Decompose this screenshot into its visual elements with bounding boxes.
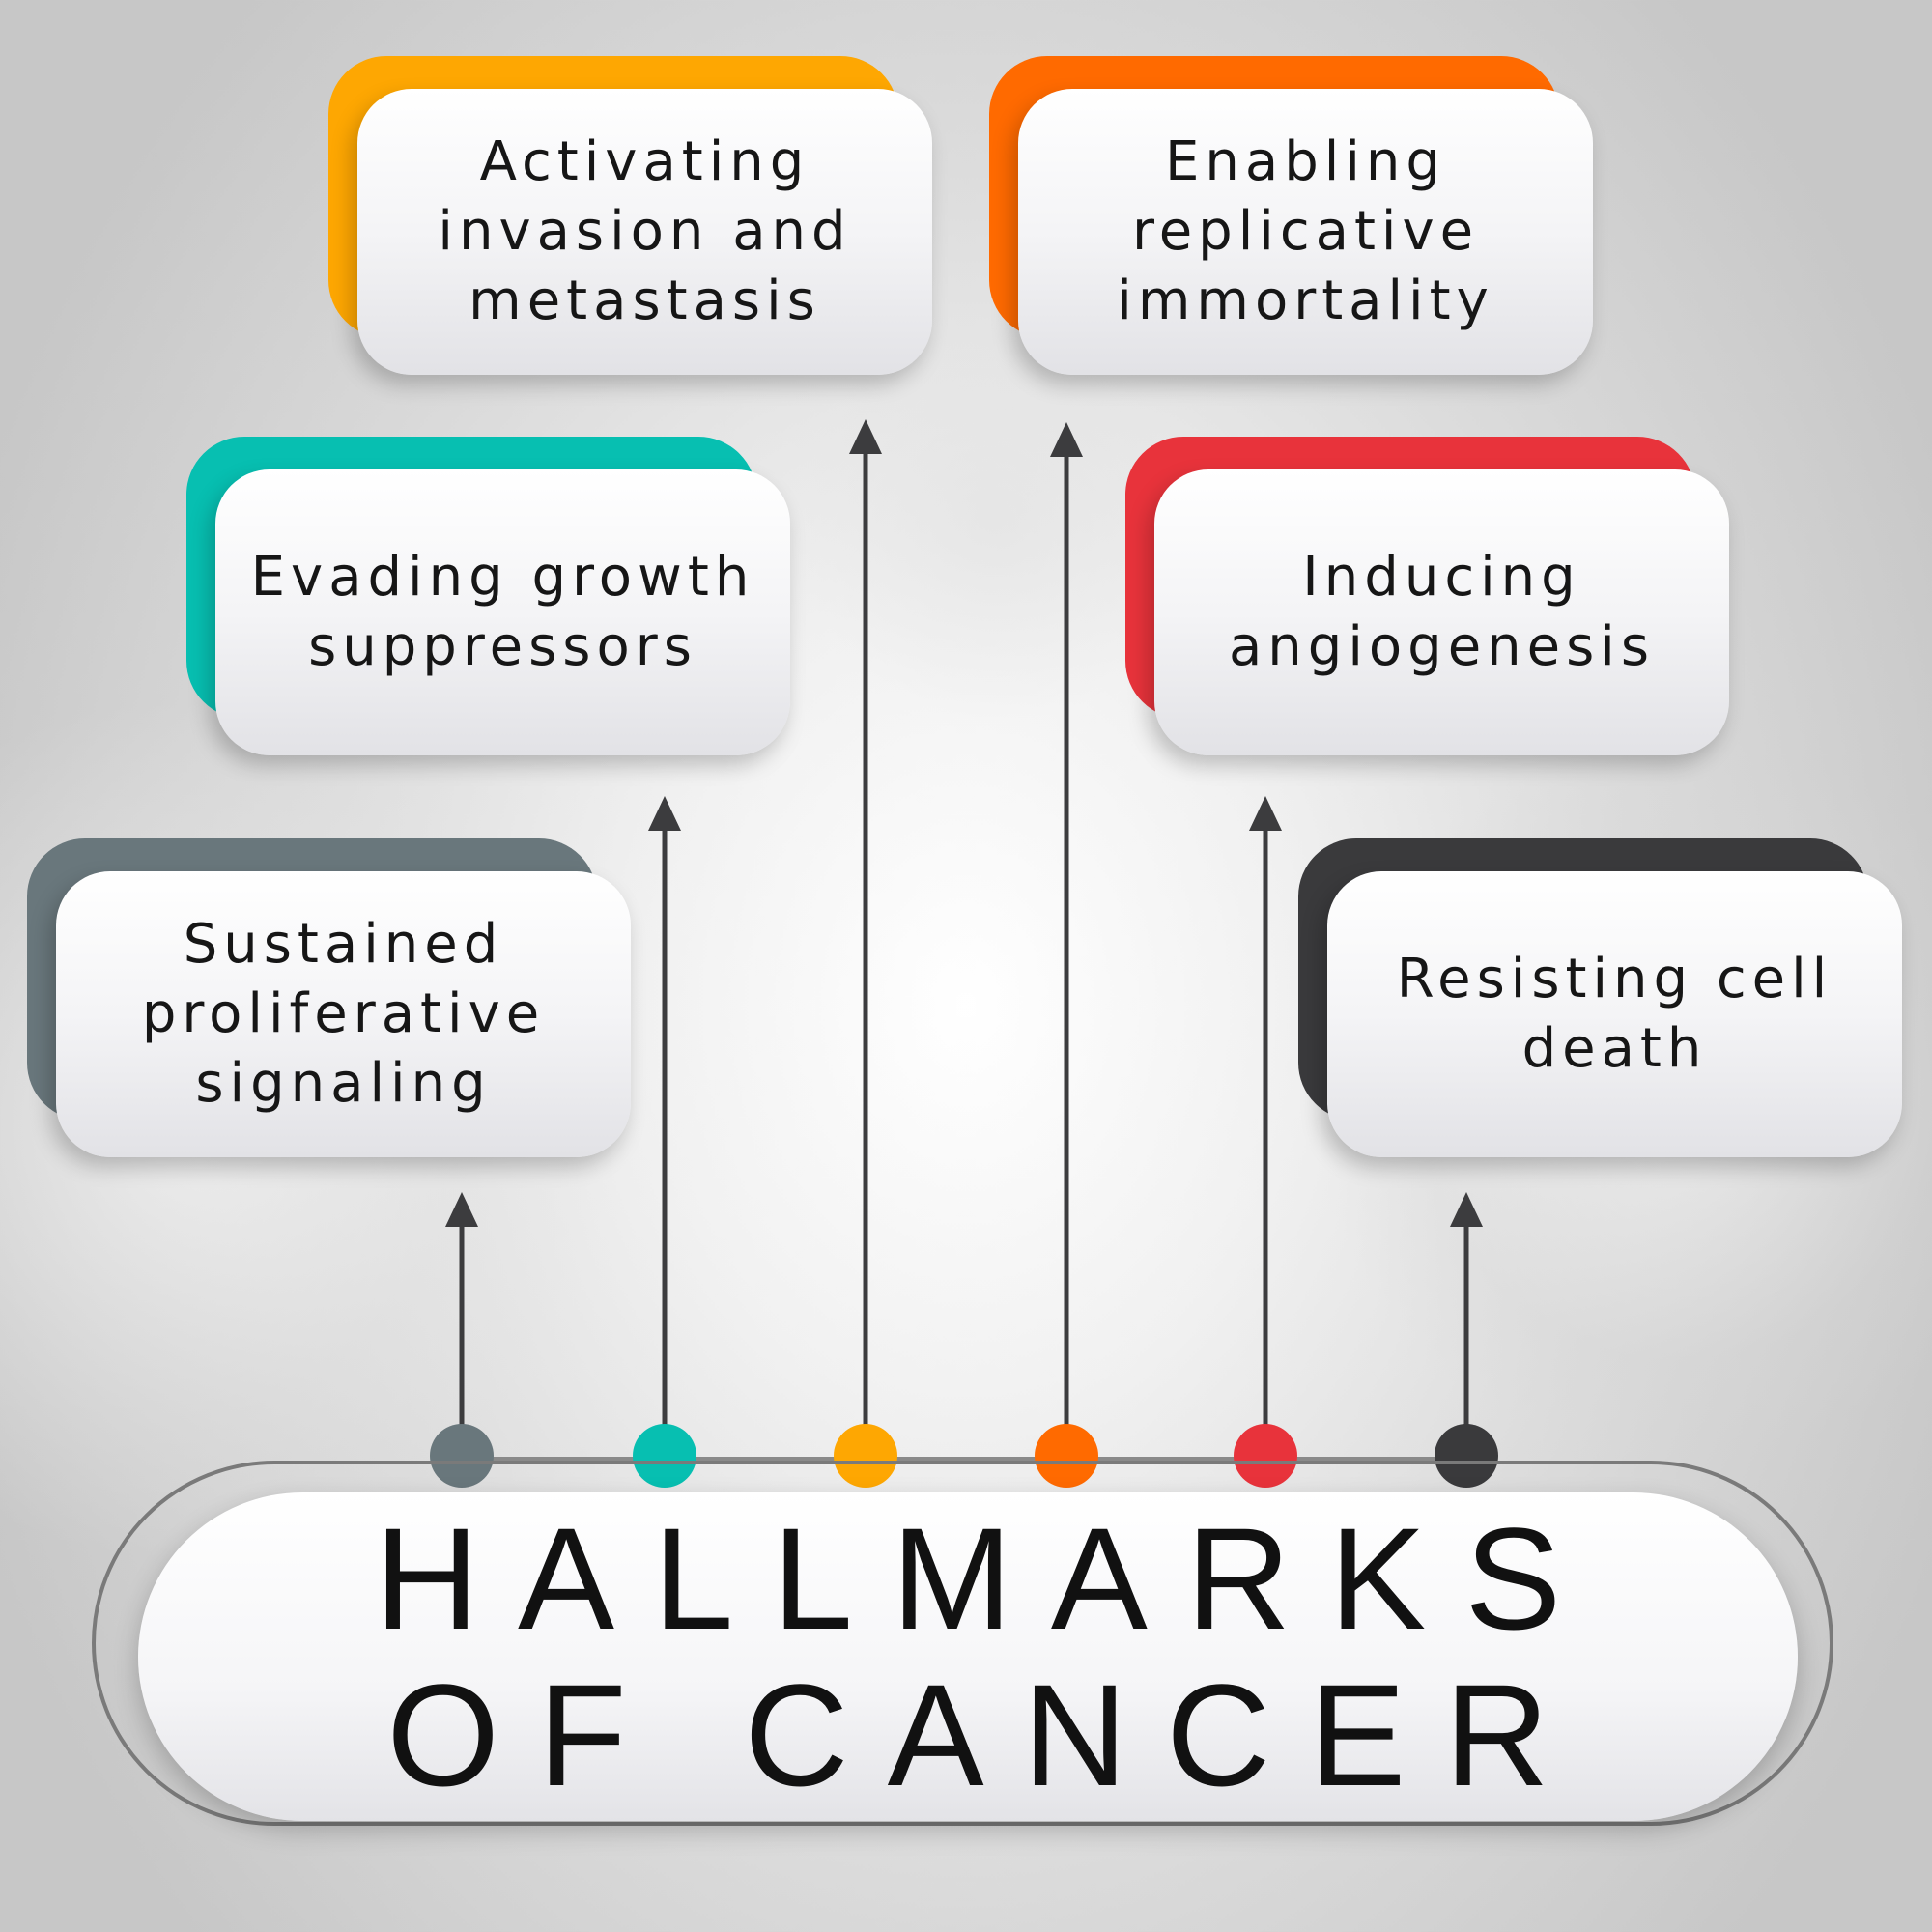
card-angiogenesis: Inducing angiogenesis [1125,437,1729,755]
card-evading-label: Evading growth suppressors [250,546,755,678]
card-sustained-label: Sustained proliferative signaling [141,913,546,1115]
card-invasion-label: Activating invasion and metastasis [438,130,852,332]
card-invasion: Activating invasion and metastasis [328,56,932,375]
title-banner: HALLMARKS OF CANCER [138,1492,1798,1821]
card-death-label: Resisting cell death [1396,948,1833,1080]
title-line-1: HALLMARKS [374,1497,1601,1660]
arrow-sustained [445,1192,478,1454]
title-line-2: OF CANCER [386,1654,1588,1816]
arrow-evading [648,796,681,1454]
card-immortality-label: Enabling replicative immortality [1117,130,1494,332]
card-death: Resisting cell death [1298,838,1902,1157]
arrow-immortality [1050,422,1083,1454]
title-outline [92,1461,1833,1826]
arrow-invasion [849,419,882,1454]
card-angiogenesis-label: Inducing angiogenesis [1228,546,1656,678]
arrow-death [1450,1192,1483,1454]
card-immortality: Enabling replicative immortality [989,56,1593,375]
card-evading: Evading growth suppressors [186,437,790,755]
arrow-angiogenesis [1249,796,1282,1454]
card-sustained: Sustained proliferative signaling [27,838,631,1157]
